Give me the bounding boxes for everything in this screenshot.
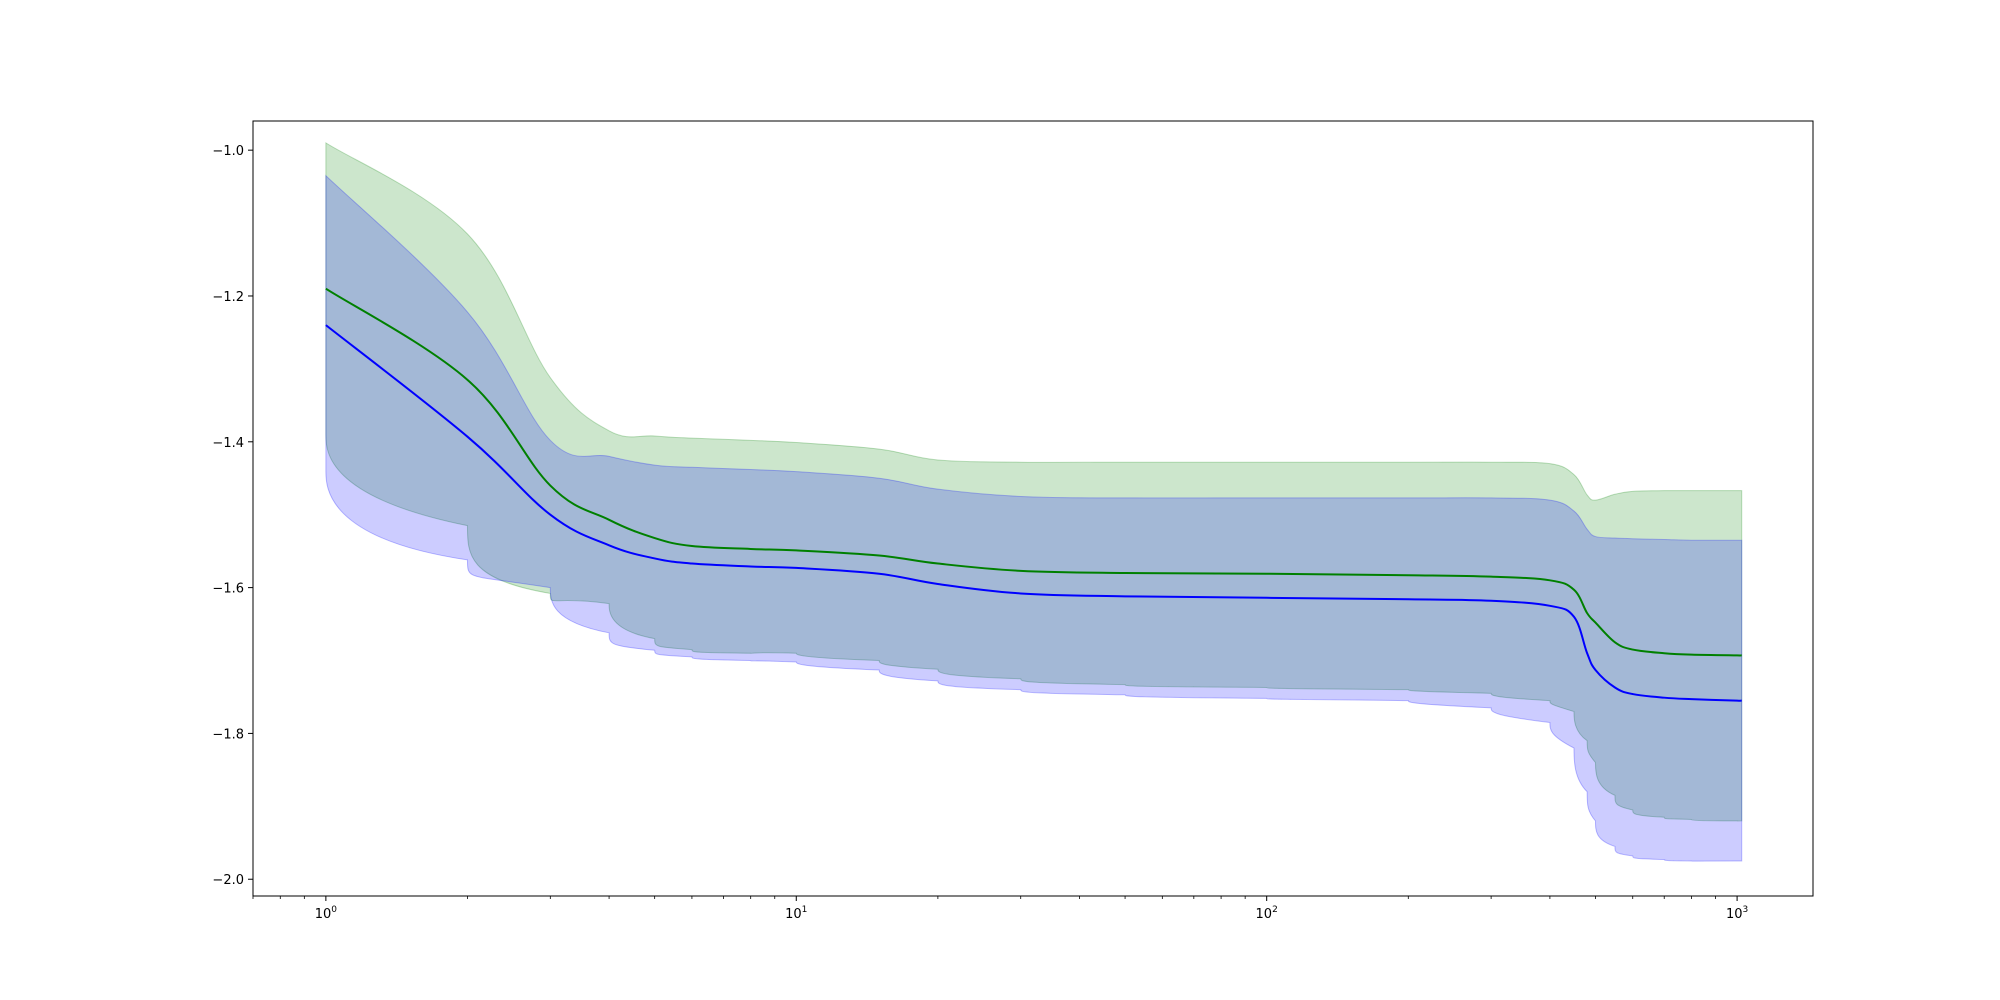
- y-tick-label: −1.8: [212, 727, 244, 742]
- axes-frame: [252, 120, 1814, 897]
- series-1-line: [325, 324, 1742, 702]
- y-tick-label: −1.4: [212, 436, 244, 451]
- plot-area: [325, 141, 1743, 862]
- series-1-band: [325, 174, 1743, 862]
- y-tick-label: −1.6: [212, 582, 244, 597]
- series-0-band: [325, 141, 1743, 822]
- series-0-line: [325, 287, 1742, 657]
- x-tick-label: 101: [785, 905, 807, 922]
- x-tick-label: 102: [1256, 905, 1278, 922]
- y-tick-label: −1.0: [212, 144, 244, 159]
- y-tick-label: −2.0: [212, 873, 244, 888]
- x-tick-label: 103: [1726, 905, 1748, 922]
- axes: −1.0 −1.2 −1.4 −1.6 −1.8 −2.0 100 101 102 103: [212, 120, 1814, 922]
- y-tick-label: −1.2: [212, 290, 244, 305]
- x-tick-label: 100: [315, 905, 338, 922]
